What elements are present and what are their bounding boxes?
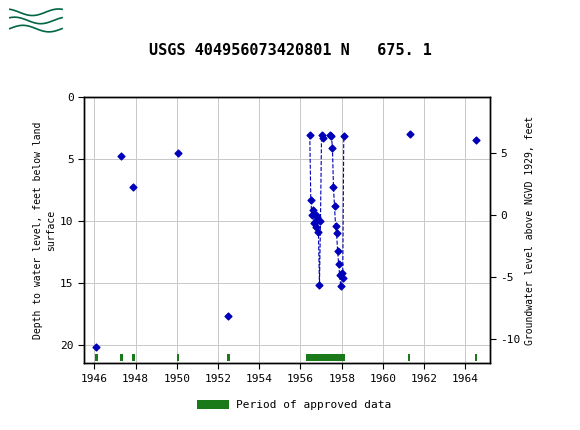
Point	[313, 214, 322, 221]
Point	[311, 211, 320, 218]
Point	[317, 132, 326, 138]
Point	[405, 131, 414, 138]
Point	[314, 228, 323, 235]
Y-axis label: Groundwater level above NGVD 1929, feet: Groundwater level above NGVD 1929, feet	[525, 116, 535, 344]
Bar	[408, 354, 410, 361]
Point	[331, 222, 340, 229]
Bar	[474, 354, 477, 361]
Point	[92, 344, 101, 351]
Point	[329, 184, 338, 191]
Point	[311, 224, 321, 230]
Point	[224, 313, 233, 319]
Point	[128, 184, 137, 191]
Point	[326, 132, 335, 138]
Point	[318, 134, 328, 141]
Point	[308, 206, 317, 213]
Bar	[7, 5, 65, 36]
Point	[173, 149, 183, 156]
Point	[310, 218, 320, 225]
Point	[337, 269, 346, 276]
Point	[333, 247, 342, 254]
Point	[334, 261, 343, 267]
Text: USGS 404956073420801 N   675. 1: USGS 404956073420801 N 675. 1	[148, 43, 432, 58]
Point	[339, 133, 349, 140]
Point	[315, 282, 324, 289]
Point	[335, 272, 345, 279]
Point	[338, 274, 347, 281]
Bar	[120, 354, 123, 361]
Bar	[227, 354, 230, 361]
Point	[332, 230, 341, 236]
Point	[305, 132, 314, 138]
Point	[307, 211, 317, 218]
Point	[330, 203, 339, 209]
Text: USGS: USGS	[74, 12, 129, 29]
Point	[309, 220, 318, 227]
Y-axis label: Depth to water level, feet below land
surface: Depth to water level, feet below land su…	[33, 121, 56, 339]
Point	[316, 217, 325, 224]
Point	[328, 144, 337, 151]
Bar	[177, 354, 179, 361]
Point	[336, 283, 345, 290]
Bar	[96, 354, 98, 361]
Point	[327, 133, 336, 140]
Bar	[306, 354, 345, 361]
Bar	[132, 354, 135, 361]
Text: Period of approved data: Period of approved data	[236, 399, 392, 410]
Point	[471, 137, 480, 144]
Point	[306, 196, 316, 203]
Point	[117, 153, 126, 160]
